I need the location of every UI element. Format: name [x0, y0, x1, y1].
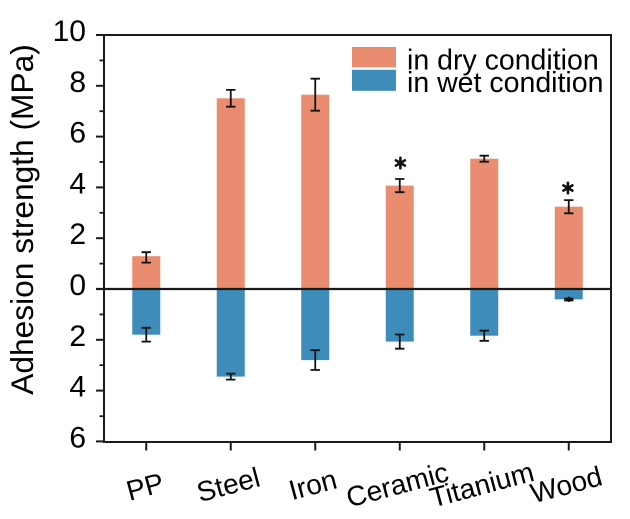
svg-text:4: 4: [69, 371, 86, 404]
svg-text:6: 6: [69, 421, 86, 454]
svg-text:8: 8: [69, 66, 86, 99]
svg-text:in dry condition: in dry condition: [407, 45, 599, 77]
svg-text:Adhesion strength (MPa): Adhesion strength (MPa): [4, 44, 40, 395]
svg-text:2: 2: [69, 320, 86, 353]
svg-text:0: 0: [69, 269, 86, 302]
svg-text:4: 4: [69, 167, 86, 200]
svg-text:2: 2: [69, 218, 86, 251]
svg-text:in wet condition: in wet condition: [407, 67, 603, 99]
svg-text:10: 10: [53, 15, 86, 48]
svg-text:6: 6: [69, 117, 86, 150]
